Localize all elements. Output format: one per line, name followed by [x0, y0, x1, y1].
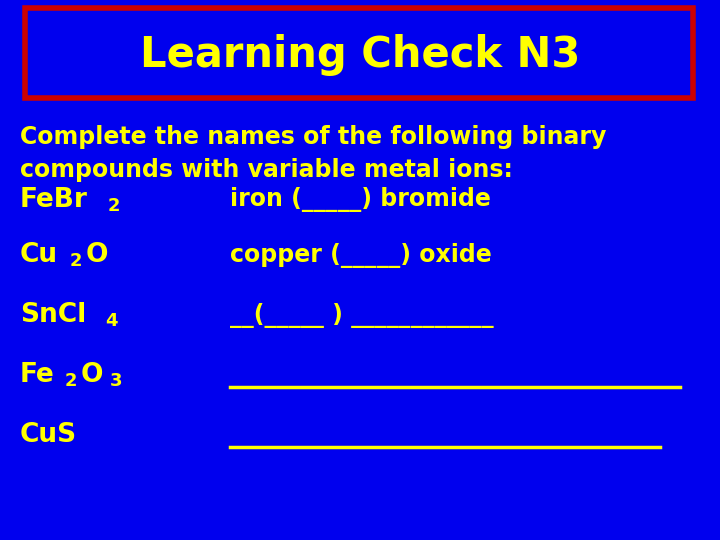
Text: Learning Check N3: Learning Check N3	[140, 34, 580, 76]
Text: 2: 2	[65, 372, 77, 390]
Text: 4: 4	[106, 312, 118, 330]
Text: compounds with variable metal ions:: compounds with variable metal ions:	[20, 158, 513, 182]
Text: O: O	[81, 362, 104, 388]
Text: 3: 3	[110, 372, 122, 390]
Text: Cu: Cu	[20, 242, 58, 268]
Text: __(_____ ) ____________: __(_____ ) ____________	[230, 302, 494, 327]
Text: CuS: CuS	[20, 422, 77, 448]
Text: FeBr: FeBr	[20, 187, 88, 213]
Text: copper (_____) oxide: copper (_____) oxide	[230, 242, 492, 267]
Text: Fe: Fe	[20, 362, 55, 388]
Text: 2: 2	[69, 252, 81, 270]
Text: Complete the names of the following binary: Complete the names of the following bina…	[20, 125, 606, 149]
Text: 2: 2	[107, 197, 120, 215]
Text: SnCl: SnCl	[20, 302, 86, 328]
Text: iron (_____) bromide: iron (_____) bromide	[230, 187, 491, 213]
Text: O: O	[86, 242, 108, 268]
Bar	[25, 8, 693, 98]
